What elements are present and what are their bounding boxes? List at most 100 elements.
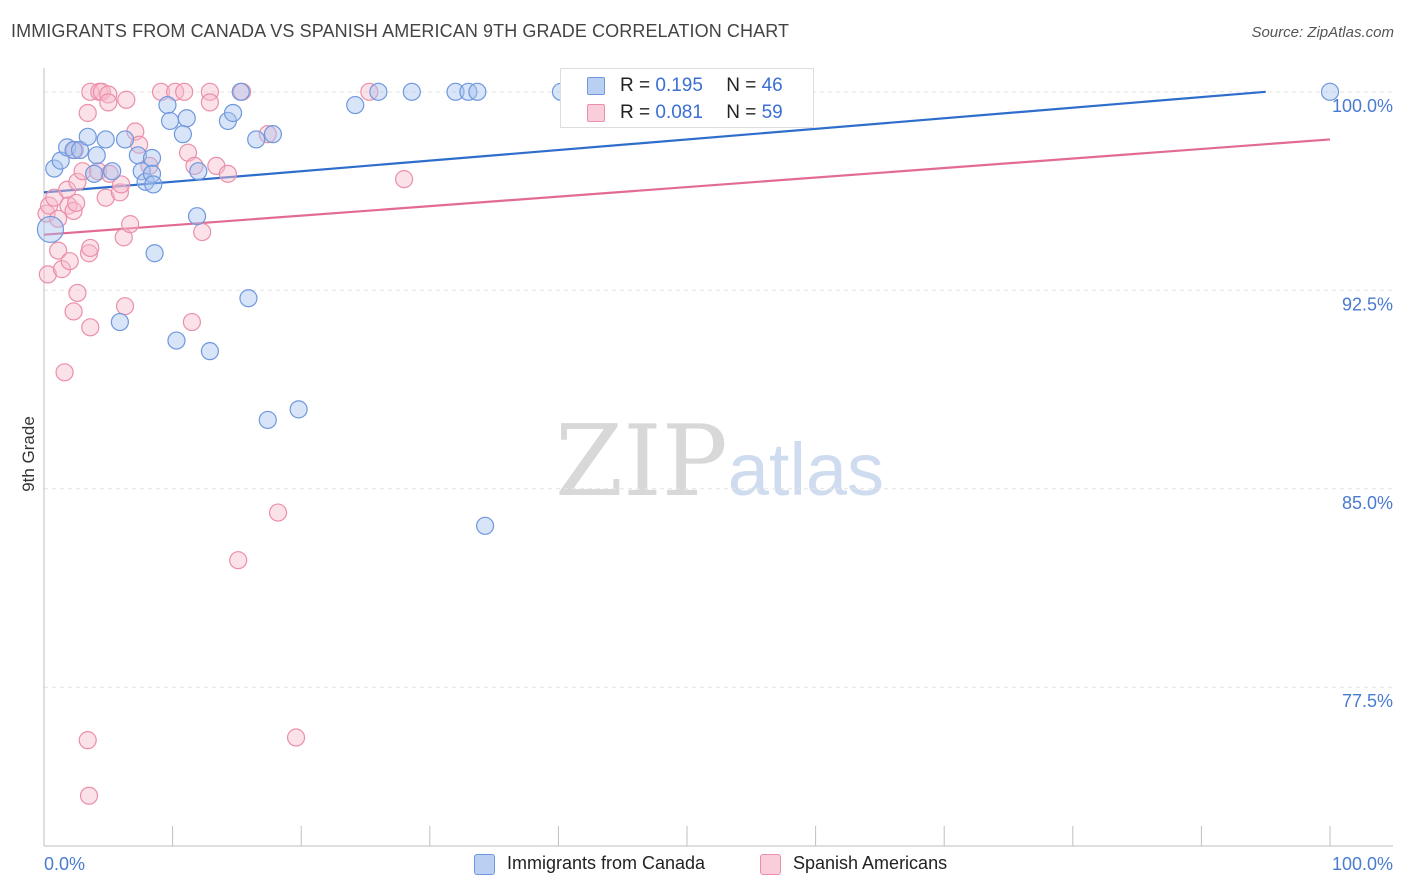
point-canada bbox=[223, 103, 243, 123]
point-canada bbox=[142, 148, 162, 168]
point-spanish bbox=[200, 82, 219, 101]
point-spanish bbox=[100, 164, 119, 183]
legend-label-spanish: Spanish Americans bbox=[793, 853, 948, 873]
point-canada bbox=[475, 516, 495, 535]
point-spanish bbox=[268, 503, 288, 522]
point-canada bbox=[173, 125, 192, 144]
grid-lines bbox=[44, 91, 1393, 688]
point-spanish bbox=[200, 93, 219, 112]
point-spanish bbox=[229, 551, 248, 570]
point-canada bbox=[231, 82, 250, 101]
legend-swatch-blue bbox=[474, 854, 495, 875]
stats-legend: R = 0.195 N = 46 R = 0.081 N = 59 bbox=[560, 68, 814, 128]
point-canada bbox=[239, 289, 258, 308]
point-canada bbox=[289, 400, 308, 419]
point-spanish bbox=[218, 164, 237, 183]
point-spanish bbox=[112, 175, 131, 194]
watermark-zip: ZIP bbox=[555, 405, 728, 519]
point-canada bbox=[177, 109, 196, 128]
point-canada bbox=[64, 140, 83, 160]
point-canada bbox=[247, 130, 266, 149]
point-spanish bbox=[286, 728, 306, 747]
point-canada bbox=[145, 244, 164, 263]
point-spanish bbox=[79, 786, 99, 805]
chart-title: IMMIGRANTS FROM CANADA VS SPANISH AMERIC… bbox=[11, 21, 790, 41]
legend-label-canada: Immigrants from Canada bbox=[507, 853, 706, 873]
point-spanish bbox=[115, 297, 135, 316]
legend-n-label: N = bbox=[726, 102, 762, 123]
legend-r-value: 0.081 bbox=[655, 102, 703, 123]
source-label: Source: ZipAtlas.com bbox=[1251, 24, 1394, 41]
point-spanish bbox=[81, 318, 100, 337]
point-spanish bbox=[175, 82, 194, 101]
legend-r-label: R = bbox=[620, 102, 656, 123]
point-spanish bbox=[117, 90, 136, 109]
point-canada bbox=[167, 331, 186, 350]
point-spanish bbox=[96, 188, 115, 207]
watermark-atlas: atlas bbox=[727, 428, 885, 511]
point-canada bbox=[160, 111, 180, 131]
legend-n-label: N = bbox=[726, 75, 762, 96]
tick-labels: 100.0% 92.5% 85.0% 77.5% 0.0% 100.0% bbox=[44, 96, 1393, 874]
point-spanish bbox=[193, 222, 212, 242]
trend-lines bbox=[43, 90, 1331, 236]
point-spanish bbox=[182, 312, 201, 332]
point-spanish bbox=[67, 193, 86, 213]
point-canada bbox=[402, 82, 421, 101]
point-canada bbox=[187, 207, 207, 226]
point-canada bbox=[78, 127, 97, 146]
point-canada bbox=[132, 162, 151, 181]
point-spanish bbox=[394, 170, 414, 189]
data-points bbox=[36, 82, 1340, 805]
watermark: ZIPatlas bbox=[555, 405, 884, 519]
point-spanish bbox=[73, 162, 92, 181]
point-spanish bbox=[258, 125, 277, 144]
point-canada bbox=[87, 146, 106, 165]
y-tick-label: 85.0% bbox=[1342, 493, 1393, 513]
y-tick-label: 77.5% bbox=[1342, 691, 1393, 711]
y-tick-label: 100.0% bbox=[1332, 96, 1393, 116]
point-spanish bbox=[99, 93, 118, 112]
point-canada bbox=[468, 82, 487, 101]
y-tick-label: 92.5% bbox=[1342, 294, 1393, 314]
x-tick-label: 100.0% bbox=[1332, 854, 1393, 874]
point-spanish bbox=[64, 302, 83, 321]
legend-swatch-pink bbox=[760, 854, 781, 875]
point-canada bbox=[258, 410, 277, 430]
point-spanish bbox=[60, 252, 79, 271]
point-canada bbox=[115, 130, 135, 149]
point-canada bbox=[263, 125, 283, 144]
point-canada bbox=[446, 82, 465, 101]
legend-swatch-pink bbox=[587, 104, 605, 122]
point-spanish bbox=[78, 731, 97, 750]
legend-n-value: 46 bbox=[761, 75, 783, 96]
trend-line-canada bbox=[43, 90, 1266, 194]
point-spanish bbox=[68, 283, 87, 303]
axes bbox=[43, 68, 1393, 847]
point-spanish bbox=[49, 241, 68, 260]
legend-r-label: R = bbox=[620, 75, 656, 96]
point-spanish bbox=[78, 103, 97, 123]
point-canada bbox=[158, 95, 177, 115]
point-canada bbox=[36, 215, 65, 244]
legend-swatch-blue bbox=[587, 77, 605, 95]
legend-r-value: 0.195 bbox=[655, 75, 703, 96]
point-canada bbox=[144, 175, 163, 194]
point-canada bbox=[110, 312, 129, 332]
legend-n-value: 59 bbox=[761, 102, 783, 123]
point-spanish bbox=[68, 172, 87, 191]
point-spanish bbox=[121, 215, 140, 234]
point-spanish bbox=[55, 363, 74, 382]
point-spanish bbox=[38, 265, 57, 284]
point-canada bbox=[85, 164, 104, 183]
point-canada bbox=[200, 342, 219, 361]
point-spanish bbox=[81, 238, 100, 258]
point-canada bbox=[346, 95, 365, 115]
x-tick-label: 0.0% bbox=[44, 854, 85, 874]
point-canada bbox=[189, 162, 208, 181]
point-canada bbox=[1320, 82, 1340, 101]
trend-line-spanish bbox=[43, 138, 1331, 236]
point-canada bbox=[103, 162, 122, 181]
point-canada bbox=[96, 130, 115, 149]
